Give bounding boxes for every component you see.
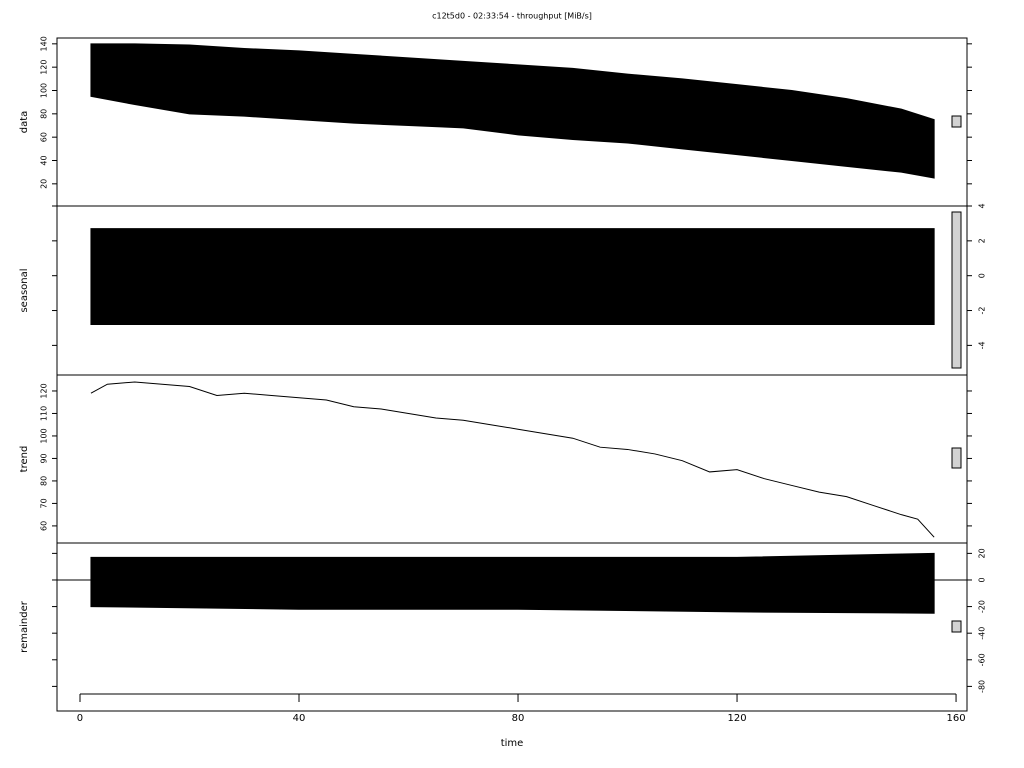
y-tick-label: -4 [978, 341, 987, 349]
range-bar [951, 620, 962, 633]
band [90, 228, 935, 325]
y-axis-label: seasonal [19, 268, 30, 312]
y-tick-label: 40 [40, 155, 49, 165]
y-tick-label: 60 [40, 521, 49, 531]
y-tick-label: 120 [40, 383, 49, 398]
y-tick-label: 0 [978, 577, 987, 582]
x-tick-label: 160 [947, 713, 966, 724]
y-tick-label: 100 [40, 83, 49, 98]
y-tick-label: 60 [40, 132, 49, 142]
range-bar [951, 115, 962, 128]
range-bar [951, 211, 962, 369]
y-axis-label: remainder [19, 600, 30, 653]
y-tick-label: 20 [978, 548, 987, 558]
y-tick-label: 140 [40, 36, 49, 51]
chart-title: c12t5d0 - 02:33:54 - throughput [MiB/s] [432, 12, 592, 21]
y-tick-label: 120 [40, 60, 49, 75]
y-axis-label: trend [19, 446, 30, 473]
y-tick-label: 0 [978, 273, 987, 278]
y-tick-label: 70 [40, 498, 49, 508]
y-tick-label: 100 [40, 428, 49, 443]
y-tick-label: 4 [978, 203, 987, 208]
x-tick-label: 40 [293, 713, 306, 724]
y-tick-label: 110 [40, 406, 49, 421]
y-tick-label: -60 [978, 653, 987, 666]
y-tick-label: 80 [40, 109, 49, 119]
x-tick-label: 0 [77, 713, 83, 724]
x-tick-label: 120 [727, 713, 746, 724]
x-axis-label: time [501, 738, 524, 749]
y-tick-label: -20 [978, 600, 987, 613]
range-bar [951, 447, 962, 469]
y-tick-label: 2 [978, 238, 987, 243]
y-tick-label: 80 [40, 476, 49, 486]
y-tick-label: 20 [40, 179, 49, 189]
x-tick-label: 80 [512, 713, 525, 724]
band [90, 552, 935, 614]
y-tick-label: -2 [978, 307, 987, 315]
y-tick-label: 90 [40, 453, 49, 463]
y-tick-label: -40 [978, 627, 987, 640]
y-tick-label: -80 [978, 680, 987, 693]
band [90, 43, 935, 179]
y-axis-label: data [19, 111, 30, 134]
trend-line [90, 381, 935, 538]
